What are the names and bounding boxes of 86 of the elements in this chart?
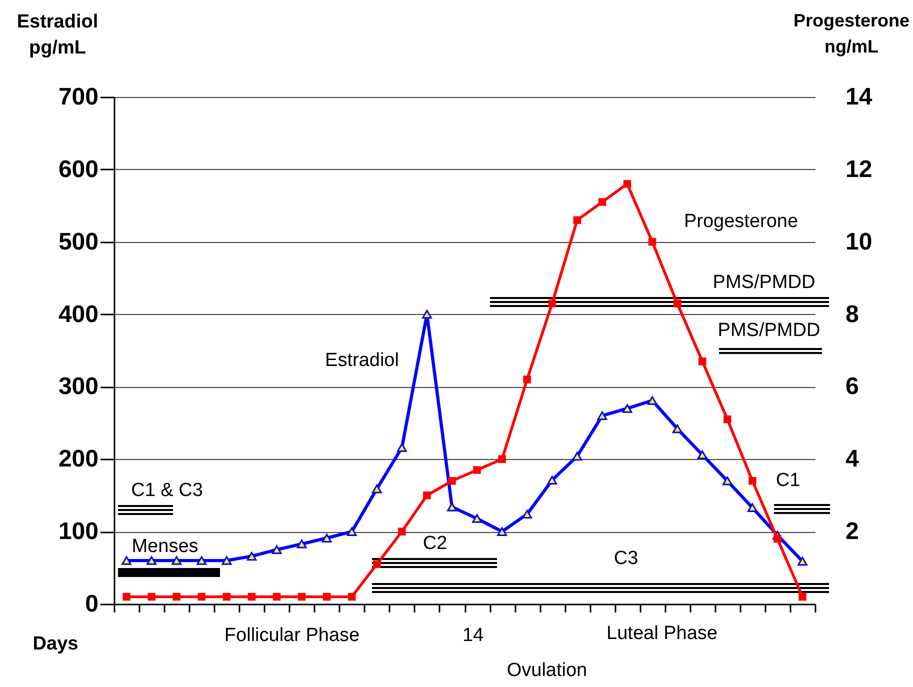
text: Luteal Phase (606, 623, 718, 644)
point (222, 592, 231, 601)
point (724, 415, 732, 424)
point (672, 424, 682, 434)
point (246, 552, 257, 561)
point (222, 556, 232, 565)
point (522, 510, 532, 519)
point (622, 404, 632, 413)
point (748, 477, 756, 485)
annotation: C3 (614, 548, 638, 569)
point (172, 592, 180, 601)
y2-axis-title: Progesterone ng/mL (793, 10, 910, 56)
point (798, 556, 808, 566)
point (373, 560, 381, 568)
y-tick-label: 100 (58, 518, 98, 546)
point (523, 376, 531, 384)
point (698, 357, 706, 366)
y2-tick-label: 4 (846, 446, 860, 473)
point (448, 477, 456, 485)
y-tick-label: 0 (85, 590, 98, 618)
y-tick-label: 400 (58, 300, 98, 328)
point (697, 450, 708, 460)
point (348, 592, 356, 601)
annotation: C1 (776, 470, 800, 491)
point (322, 534, 332, 542)
point (346, 527, 357, 536)
annotation: C2 (422, 533, 448, 554)
point (398, 528, 406, 536)
y2-tick-label: 12 (846, 156, 872, 183)
point (148, 592, 156, 601)
point (547, 476, 558, 485)
point (722, 476, 732, 486)
y2-tick-label: 8 (846, 300, 859, 328)
annotation: PMS/PMDD (712, 272, 816, 293)
point (548, 300, 556, 308)
point (472, 514, 482, 523)
point (272, 545, 282, 554)
point (146, 556, 156, 565)
point (298, 592, 306, 601)
point (122, 556, 132, 565)
annotation: PMS/PMDD (718, 320, 820, 341)
y-tick-label: 700 (58, 84, 98, 110)
point (798, 592, 806, 601)
point (198, 592, 206, 601)
point (747, 503, 758, 512)
y-axis-title: Estradiol pg/mL (16, 12, 98, 58)
y-tick-label: 200 (58, 446, 98, 473)
point (597, 411, 608, 420)
point (648, 238, 656, 246)
annotation: Menses (132, 536, 198, 557)
y2-tick-label: 10 (846, 228, 872, 256)
point (248, 592, 256, 601)
point (447, 502, 457, 512)
point (422, 310, 432, 319)
text: 14 (462, 625, 484, 646)
y-tick-label: 600 (58, 156, 98, 183)
point (673, 300, 682, 308)
point (172, 556, 182, 565)
point (572, 452, 582, 461)
point (122, 592, 130, 601)
text: Ovulation (506, 660, 588, 681)
point (774, 534, 782, 543)
series-label: Progesterone (684, 211, 798, 232)
point (647, 396, 658, 405)
point (573, 216, 582, 224)
point (623, 180, 632, 188)
y2-tick-label: 6 (846, 373, 859, 400)
y-tick-label: 500 (58, 228, 98, 256)
y-tick-label: 300 (58, 373, 98, 400)
point (473, 466, 481, 474)
x-axis-title: Days (32, 634, 78, 654)
text: Follicular Phase (224, 625, 360, 646)
point (372, 484, 382, 494)
point (322, 592, 331, 601)
y2-tick-label: 14 (846, 84, 873, 110)
series-label: Estradiol (325, 350, 399, 371)
point (296, 540, 307, 548)
point (598, 198, 606, 206)
annotation: C1 & C3 (131, 480, 203, 501)
point (196, 556, 207, 565)
point (396, 443, 407, 452)
point (423, 491, 431, 500)
point (272, 592, 281, 601)
point (497, 527, 507, 536)
y2-tick-label: 2 (846, 518, 859, 546)
point (498, 455, 506, 464)
